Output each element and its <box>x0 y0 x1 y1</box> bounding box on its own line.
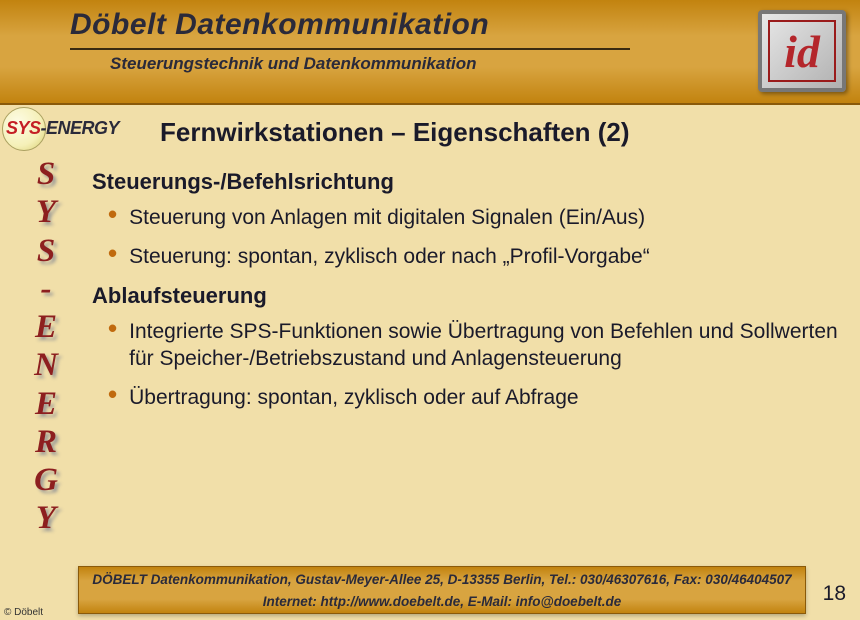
vbrand-char: E <box>16 308 76 346</box>
company-subtitle: Steuerungstechnik und Datenkommunikation <box>110 54 840 74</box>
bullet-item: • Steuerung: spontan, zyklisch oder nach… <box>108 244 840 271</box>
footer-address-line: DÖBELT Datenkommunikation, Gustav-Meyer-… <box>79 571 805 589</box>
vbrand-char: G <box>16 461 76 499</box>
vbrand-char: N <box>16 346 76 384</box>
section-heading: Steuerungs-/Befehlsrichtung <box>92 169 840 195</box>
bullet-item: • Steuerung von Anlagen mit digitalen Si… <box>108 205 840 232</box>
bullet-dot-icon: • <box>108 205 117 232</box>
section-heading: Ablaufsteuerung <box>92 283 840 309</box>
sys-energy-badge: SYS-ENERGY <box>2 113 134 143</box>
bullet-text: Integrierte SPS-Funktionen sowie Übertra… <box>129 319 840 373</box>
slide-body: SYS-ENERGY S Y S - E N E R G Y Fernwirks… <box>0 105 860 560</box>
slide-content: Steuerungs-/Befehlsrichtung • Steuerung … <box>92 165 840 423</box>
bullet-text: Steuerung von Anlagen mit digitalen Sign… <box>129 205 645 232</box>
badge-left: SYS <box>6 118 41 138</box>
badge-text: SYS-ENERGY <box>2 118 119 139</box>
bullet-text: Steuerung: spontan, zyklisch oder nach „… <box>129 244 650 271</box>
bullet-text: Übertragung: spontan, zyklisch oder auf … <box>129 385 578 412</box>
vbrand-char: - <box>16 270 76 308</box>
vbrand-char: S <box>16 155 76 193</box>
vbrand-char: S <box>16 232 76 270</box>
vbrand-char: E <box>16 385 76 423</box>
vbrand-char: Y <box>16 193 76 231</box>
company-title: Döbelt Datenkommunikation <box>70 8 840 42</box>
bullet-dot-icon: • <box>108 319 117 373</box>
footer: DÖBELT Datenkommunikation, Gustav-Meyer-… <box>0 560 860 620</box>
slide-title: Fernwirkstationen – Eigenschaften (2) <box>160 117 630 148</box>
copyright-text: © Döbelt <box>4 607 43 618</box>
header-divider <box>70 48 630 50</box>
logo-frame: id <box>758 10 846 92</box>
vbrand-char: R <box>16 423 76 461</box>
badge-right: -ENERGY <box>41 118 120 138</box>
footer-band: DÖBELT Datenkommunikation, Gustav-Meyer-… <box>78 566 806 614</box>
bullet-dot-icon: • <box>108 244 117 271</box>
logo-text: id <box>784 25 820 78</box>
page-number: 18 <box>823 582 846 606</box>
bullet-item: • Integrierte SPS-Funktionen sowie Übert… <box>108 319 840 373</box>
header-bar: Döbelt Datenkommunikation Steuerungstech… <box>0 0 860 105</box>
vbrand-char: Y <box>16 499 76 537</box>
company-logo: id <box>752 4 852 99</box>
footer-contact-line: Internet: http://www.doebelt.de, E-Mail:… <box>79 593 805 611</box>
bullet-dot-icon: • <box>108 385 117 412</box>
vertical-brand-text: S Y S - E N E R G Y <box>16 155 76 538</box>
bullet-item: • Übertragung: spontan, zyklisch oder au… <box>108 385 840 412</box>
logo-inner: id <box>768 20 836 82</box>
